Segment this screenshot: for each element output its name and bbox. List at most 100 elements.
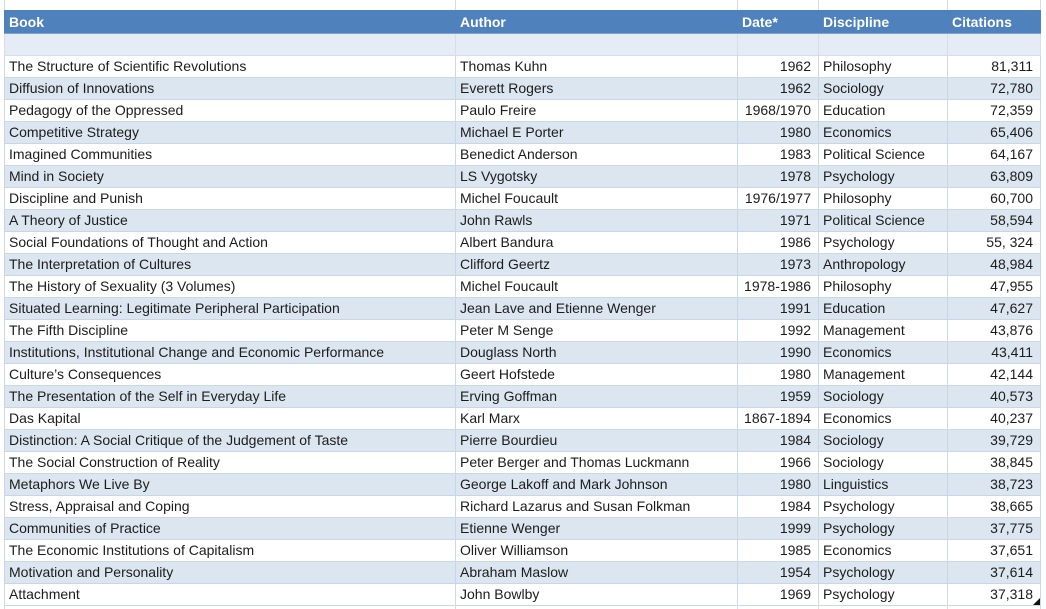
cell-discipline[interactable]: Sociology	[818, 77, 948, 100]
cell-date[interactable]: 1992	[737, 319, 819, 342]
cell-date[interactable]: 1969	[737, 583, 819, 606]
cell-book[interactable]: Pedagogy of the Oppressed	[4, 99, 456, 122]
cell-book[interactable]: Culture’s Consequences	[4, 363, 456, 386]
cell-book[interactable]: The History of Sexuality (3 Volumes)	[4, 275, 456, 298]
cell-discipline[interactable]: Political Science	[818, 209, 948, 232]
cell-date[interactable]: 1984	[737, 429, 819, 452]
cell-author[interactable]: Peter M Senge	[455, 319, 738, 342]
cell-date[interactable]: 1962	[737, 55, 819, 78]
cell-date[interactable]: 1991	[737, 297, 819, 320]
cell-date[interactable]: 1867-1894	[737, 407, 819, 430]
cell-author[interactable]: Jean Lave and Etienne Wenger	[455, 297, 738, 320]
cell-discipline[interactable]: Political Science	[818, 143, 948, 166]
cell-author[interactable]: Geert Hofstede	[455, 363, 738, 386]
cell-citations[interactable]: 43,411	[947, 341, 1041, 364]
cell-author[interactable]: Douglass North	[455, 341, 738, 364]
column-header-date[interactable]: Date*	[737, 10, 819, 34]
cell-discipline[interactable]: Philosophy	[818, 275, 948, 298]
cell-book[interactable]: Das Kapital	[4, 407, 456, 430]
cell-date[interactable]: 1983	[737, 143, 819, 166]
cell-citations[interactable]: 47,955	[947, 275, 1041, 298]
column-header-discipline[interactable]: Discipline	[818, 10, 948, 34]
cell-citations[interactable]: 38,665	[947, 495, 1041, 518]
cell-book[interactable]: The Interpretation of Cultures	[4, 253, 456, 276]
cell-date[interactable]: 1966	[737, 451, 819, 474]
cell-author[interactable]: John Rawls	[455, 209, 738, 232]
cell-discipline[interactable]: Management	[818, 363, 948, 386]
column-header-citations[interactable]: Citations	[947, 10, 1041, 34]
cell-discipline[interactable]: Education	[818, 297, 948, 320]
cell-author[interactable]: John Bowlby	[455, 583, 738, 606]
cell-discipline[interactable]: Management	[818, 319, 948, 342]
cell-discipline[interactable]: Psychology	[818, 561, 948, 584]
cell-date[interactable]: 1990	[737, 341, 819, 364]
cell-author[interactable]: Michael E Porter	[455, 121, 738, 144]
cell-citations[interactable]: 48,984	[947, 253, 1041, 276]
cell-citations[interactable]: 37,651	[947, 539, 1041, 562]
cell-date[interactable]: 1978	[737, 165, 819, 188]
cell-discipline[interactable]: Psychology	[818, 517, 948, 540]
empty-cell[interactable]	[947, 33, 1041, 56]
cell-date[interactable]: 1954	[737, 561, 819, 584]
cell-discipline[interactable]: Psychology	[818, 495, 948, 518]
cell-author[interactable]: Everett Rogers	[455, 77, 738, 100]
cell-discipline[interactable]: Education	[818, 99, 948, 122]
cell-date[interactable]: 1985	[737, 539, 819, 562]
cell-author[interactable]: Pierre Bourdieu	[455, 429, 738, 452]
cell-citations[interactable]: 40,237	[947, 407, 1041, 430]
cell-author[interactable]: Albert Bandura	[455, 231, 738, 254]
cell-date[interactable]: 1976/1977	[737, 187, 819, 210]
cell-citations[interactable]: 37,614	[947, 561, 1041, 584]
cell-citations[interactable]: 72,780	[947, 77, 1041, 100]
cell-author[interactable]: Karl Marx	[455, 407, 738, 430]
cell-author[interactable]: Clifford Geertz	[455, 253, 738, 276]
cell-book[interactable]: A Theory of Justice	[4, 209, 456, 232]
cell-citations[interactable]: 55, 324	[947, 231, 1041, 254]
cell-citations[interactable]: 47,627	[947, 297, 1041, 320]
cell-citations[interactable]: 38,723	[947, 473, 1041, 496]
cell-date[interactable]: 1968/1970	[737, 99, 819, 122]
cell-citations[interactable]: 37,318	[947, 583, 1041, 606]
fill-handle[interactable]	[1033, 598, 1040, 605]
cell-discipline[interactable]: Philosophy	[818, 187, 948, 210]
empty-cell[interactable]	[4, 33, 456, 56]
cell-citations[interactable]: 40,573	[947, 385, 1041, 408]
cell-book[interactable]: Competitive Strategy	[4, 121, 456, 144]
cell-book[interactable]: The Fifth Discipline	[4, 319, 456, 342]
cell-book[interactable]: The Structure of Scientific Revolutions	[4, 55, 456, 78]
cell-citations[interactable]: 39,729	[947, 429, 1041, 452]
cell-discipline[interactable]: Psychology	[818, 231, 948, 254]
cell-date[interactable]: 1986	[737, 231, 819, 254]
cell-book[interactable]: The Presentation of the Self in Everyday…	[4, 385, 456, 408]
cell-date[interactable]: 1980	[737, 363, 819, 386]
cell-book[interactable]: Communities of Practice	[4, 517, 456, 540]
cell-citations[interactable]: 58,594	[947, 209, 1041, 232]
cell-date[interactable]: 1971	[737, 209, 819, 232]
cell-citations[interactable]: 43,876	[947, 319, 1041, 342]
cell-discipline[interactable]: Economics	[818, 539, 948, 562]
cell-citations[interactable]: 37,775	[947, 517, 1041, 540]
cell-author[interactable]: Michel Foucault	[455, 187, 738, 210]
cell-author[interactable]: LS Vygotsky	[455, 165, 738, 188]
column-header-author[interactable]: Author	[455, 10, 738, 34]
cell-book[interactable]: Stress, Appraisal and Coping	[4, 495, 456, 518]
cell-discipline[interactable]: Linguistics	[818, 473, 948, 496]
cell-citations[interactable]: 64,167	[947, 143, 1041, 166]
cell-author[interactable]: Thomas Kuhn	[455, 55, 738, 78]
cell-book[interactable]: Institutions, Institutional Change and E…	[4, 341, 456, 364]
cell-author[interactable]: Richard Lazarus and Susan Folkman	[455, 495, 738, 518]
cell-date[interactable]: 1999	[737, 517, 819, 540]
cell-date[interactable]: 1984	[737, 495, 819, 518]
cell-book[interactable]: Distinction: A Social Critique of the Ju…	[4, 429, 456, 452]
cell-discipline[interactable]: Sociology	[818, 385, 948, 408]
cell-book[interactable]: Social Foundations of Thought and Action	[4, 231, 456, 254]
cell-citations[interactable]: 63,809	[947, 165, 1041, 188]
cell-author[interactable]: Etienne Wenger	[455, 517, 738, 540]
cell-book[interactable]: Diffusion of Innovations	[4, 77, 456, 100]
cell-author[interactable]: Oliver Williamson	[455, 539, 738, 562]
cell-book[interactable]: The Economic Institutions of Capitalism	[4, 539, 456, 562]
cell-date[interactable]: 1959	[737, 385, 819, 408]
cell-author[interactable]: Erving Goffman	[455, 385, 738, 408]
cell-author[interactable]: Paulo Freire	[455, 99, 738, 122]
cell-citations[interactable]: 72,359	[947, 99, 1041, 122]
